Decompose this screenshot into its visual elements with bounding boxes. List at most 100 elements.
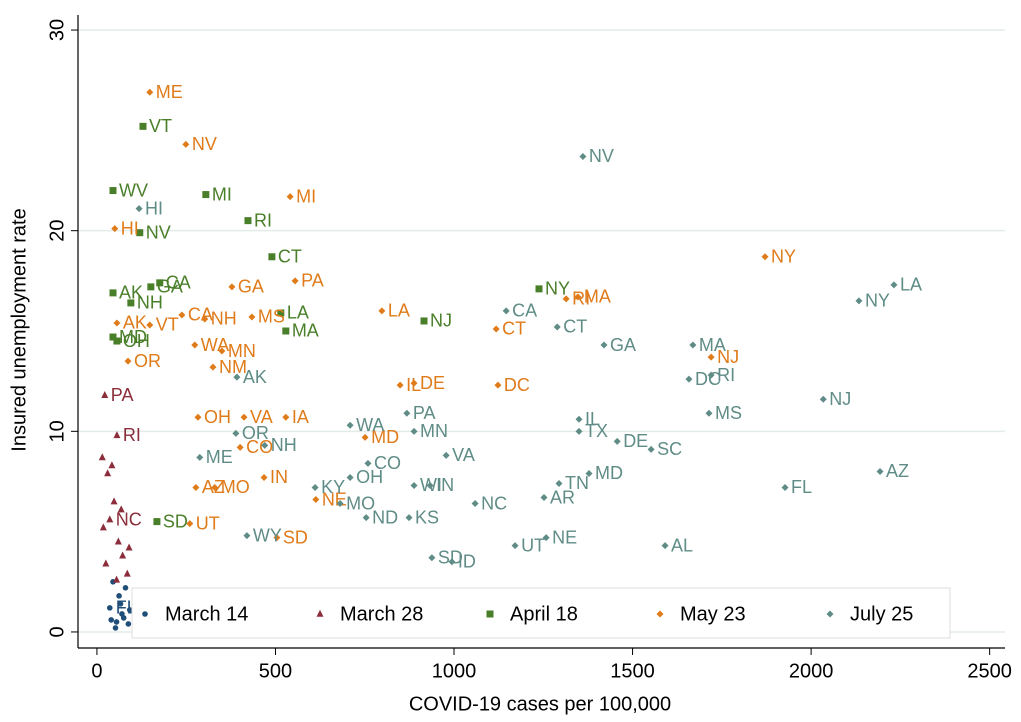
point (119, 551, 127, 559)
point (146, 88, 154, 96)
point (511, 542, 519, 550)
point-label: MO (221, 477, 250, 497)
point-label: RI (572, 289, 590, 309)
point (273, 534, 281, 542)
point-label: CT (278, 247, 302, 267)
point (540, 494, 548, 502)
point (244, 217, 252, 225)
legend-label: March 28 (340, 603, 423, 625)
point (553, 323, 561, 331)
y-tick-label: 10 (46, 420, 68, 442)
x-tick-label: 1000 (432, 660, 477, 682)
point (282, 327, 290, 335)
point (110, 497, 118, 505)
point (109, 187, 117, 195)
point (361, 433, 369, 441)
point-label: DE (420, 373, 445, 393)
point (136, 229, 144, 237)
point (178, 311, 186, 319)
point (153, 518, 161, 526)
point (228, 283, 236, 291)
point (890, 281, 898, 289)
legend-marker (316, 609, 324, 617)
point-label: SD (163, 511, 188, 531)
point-label: SD (283, 527, 308, 547)
point-label: ME (206, 447, 233, 467)
point-label: NV (146, 222, 171, 242)
point-label: PA (301, 271, 324, 291)
point-label: NE (552, 527, 577, 547)
point-label: AK (243, 367, 267, 387)
point (117, 601, 124, 607)
point (575, 415, 583, 423)
point (761, 253, 769, 261)
y-axis-title: Insured unemployment rate (8, 208, 30, 451)
point (282, 413, 290, 421)
point-label: CO (246, 437, 273, 457)
point (647, 445, 655, 453)
point (585, 469, 593, 477)
point (312, 496, 320, 504)
point-label: UT (196, 513, 220, 533)
point-label: CT (502, 319, 526, 339)
point-label: OH (204, 407, 231, 427)
point-label: GA (157, 277, 183, 297)
legend-marker (656, 610, 664, 618)
point (492, 325, 500, 333)
x-tick-label: 1500 (610, 660, 655, 682)
point-label: CA (512, 301, 537, 321)
point (191, 341, 199, 349)
point (346, 421, 354, 429)
point (236, 443, 244, 451)
point (346, 473, 354, 481)
point (286, 193, 294, 201)
point (562, 295, 570, 303)
point-label: OH (356, 467, 383, 487)
point-label: AK (119, 283, 143, 303)
point-label: NJ (829, 389, 851, 409)
y-tick-label: 30 (46, 19, 68, 41)
point (113, 619, 120, 625)
point-label: RI (123, 425, 141, 445)
legend: March 14 March 28 April 18 May 23 July 25 (142, 603, 913, 625)
point (101, 391, 109, 399)
point (106, 605, 113, 611)
point-label: OH (123, 331, 150, 351)
point (575, 427, 583, 435)
point (248, 313, 256, 321)
point-label: IN (270, 467, 288, 487)
point-label: VT (149, 116, 172, 136)
point-label: WA (201, 335, 229, 355)
point-label: NM (219, 357, 247, 377)
point (201, 315, 209, 323)
point (108, 617, 115, 623)
x-tick-label: 0 (91, 660, 102, 682)
point-label: MA (292, 321, 319, 341)
point-label: MA (699, 335, 726, 355)
legend-marker (486, 610, 494, 618)
point (336, 500, 344, 508)
point-label: NV (192, 134, 217, 154)
point (192, 483, 200, 491)
point-label: NC (481, 493, 507, 513)
point (260, 473, 268, 481)
point-label: MI (212, 184, 232, 204)
x-axis-title: COVID-19 cases per 100,000 (409, 693, 671, 715)
point (113, 575, 121, 583)
point (364, 459, 372, 467)
point (502, 307, 510, 315)
point (311, 483, 319, 491)
point (574, 293, 582, 301)
point (112, 625, 119, 631)
point-label: IL (406, 375, 421, 395)
point (689, 341, 697, 349)
point-label: DC (695, 369, 721, 389)
point-label: NJ (430, 311, 452, 331)
point-label: VT (156, 315, 179, 335)
point (218, 347, 226, 355)
point (362, 514, 370, 522)
